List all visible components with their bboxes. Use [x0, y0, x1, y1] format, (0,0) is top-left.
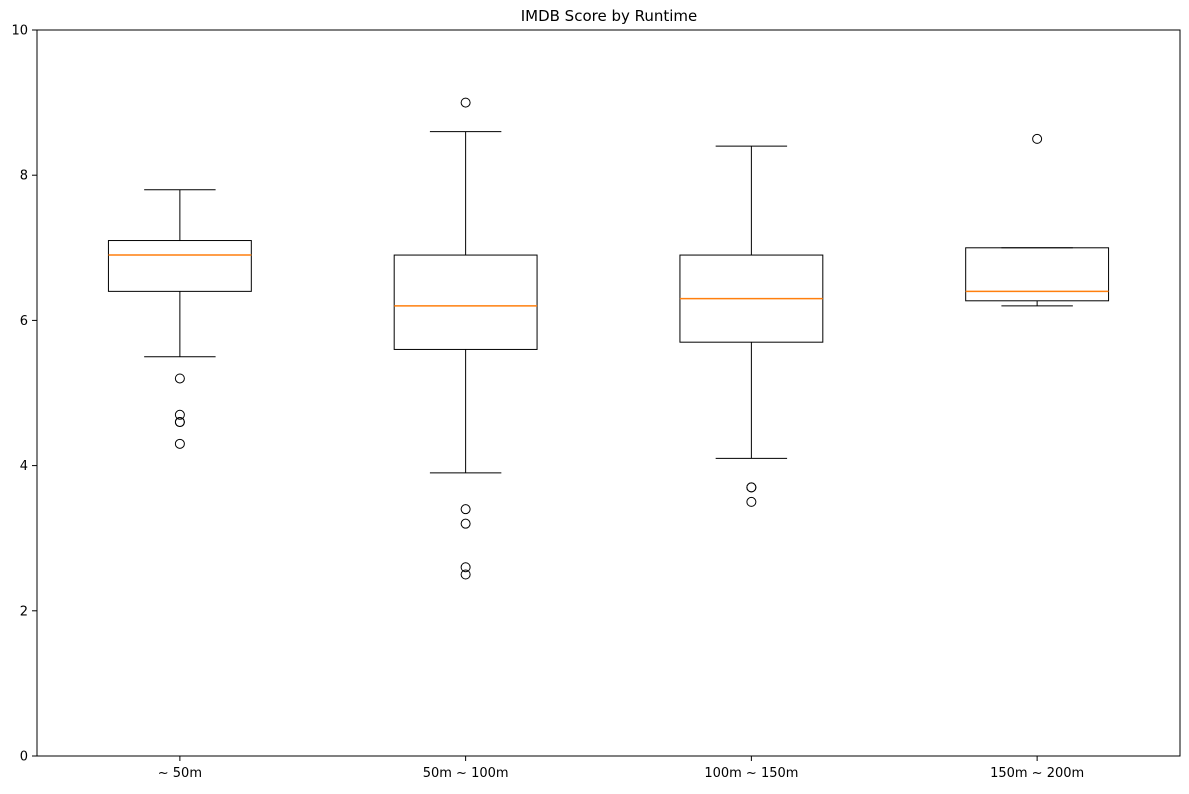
outlier-point	[460, 97, 471, 108]
outlier-point	[174, 373, 185, 384]
box-group	[393, 97, 538, 580]
outlier-point	[460, 518, 471, 529]
x-tick-label: ~ 50m	[158, 766, 202, 781]
outlier-point	[460, 504, 471, 515]
box-iqr	[393, 254, 538, 350]
chart-title: IMDB Score by Runtime	[521, 7, 698, 25]
box-iqr	[107, 240, 252, 292]
x-tick-label: 150m ~ 200m	[990, 766, 1084, 781]
box-group	[107, 189, 252, 449]
outlier-point	[460, 569, 471, 580]
y-tick-label: 8	[20, 169, 28, 184]
x-tick-label: 50m ~ 100m	[423, 766, 509, 781]
y-tick-label: 0	[20, 750, 28, 765]
outlier-point	[174, 417, 185, 428]
x-axis: ~ 50m 50m ~ 100m 100m ~ 150m 150m ~ 200m	[158, 756, 1084, 781]
outlier-point	[460, 562, 471, 573]
y-tick-label: 2	[20, 604, 28, 619]
x-tick-label: 100m ~ 150m	[704, 766, 798, 781]
y-axis: 0 2 4 6 8 10	[11, 24, 37, 765]
plot-area	[107, 97, 1110, 580]
box-group	[679, 145, 824, 507]
box-group	[965, 133, 1110, 307]
outlier-point	[746, 496, 757, 507]
outlier-point	[174, 438, 185, 449]
box-iqr	[965, 247, 1110, 302]
y-tick-label: 10	[11, 24, 28, 39]
y-tick-label: 6	[20, 314, 28, 329]
outlier-point	[746, 482, 757, 493]
plot-frame	[36, 29, 1181, 757]
y-tick-label: 4	[20, 459, 28, 474]
outlier-point	[174, 409, 185, 420]
outlier-point	[1032, 133, 1043, 144]
